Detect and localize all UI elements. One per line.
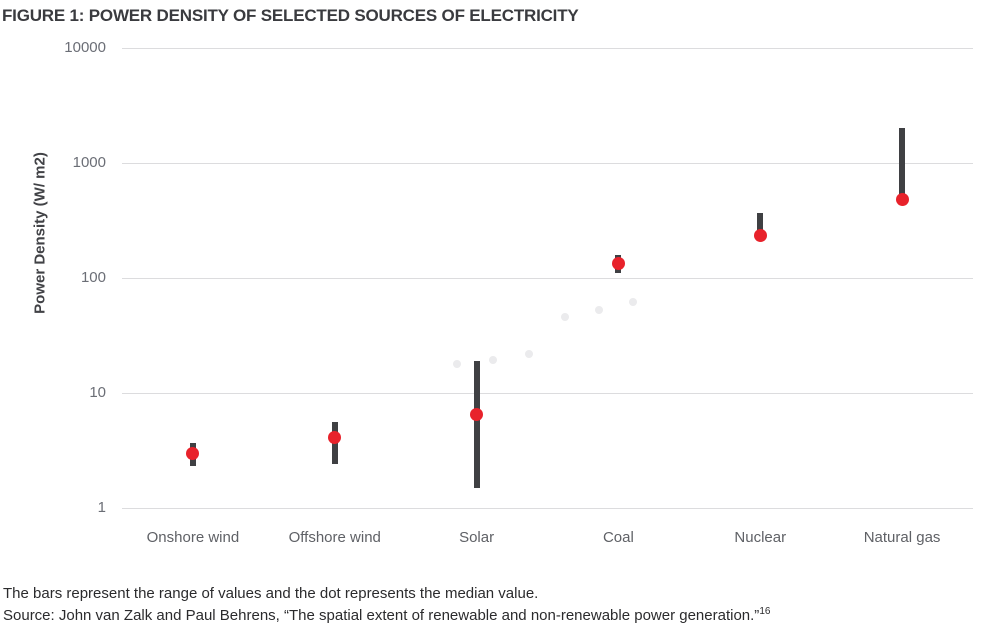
category-label: Solar [459, 529, 495, 546]
y-tick-label: 1 [97, 499, 106, 516]
category-label: Nuclear [734, 529, 787, 546]
y-tick-label: 10 [89, 384, 106, 401]
y-gridline [122, 507, 973, 509]
range-bar [473, 360, 480, 488]
median-dot [753, 228, 767, 242]
category-label: Natural gas [863, 529, 941, 546]
median-dot [895, 193, 909, 207]
footnote-source: Source: John van Zalk and Paul Behrens, … [3, 605, 770, 627]
footnote-reference-number: 16 [759, 606, 771, 617]
faint-data-point [560, 312, 569, 321]
category-label: Onshore wind [146, 529, 240, 546]
y-tick-label: 100 [80, 269, 106, 286]
category-label: Offshore wind [288, 529, 381, 546]
y-tick-label: 1000 [72, 154, 106, 171]
median-dot [328, 431, 342, 445]
y-tick-label: 10000 [64, 39, 106, 56]
median-dot [186, 446, 200, 460]
range-bar [757, 213, 764, 238]
category-label: Coal [602, 529, 634, 546]
y-gridline [122, 277, 973, 279]
footnote-legend: The bars represent the range of values a… [3, 585, 539, 602]
y-gridline [122, 162, 973, 164]
figure-title: FIGURE 1: POWER DENSITY OF SELECTED SOUR… [2, 6, 579, 25]
y-gridline [122, 47, 973, 49]
footnotes: The bars represent the range of values a… [3, 583, 770, 627]
median-dot [470, 408, 484, 421]
median-dot [611, 256, 625, 270]
faint-data-point [524, 349, 533, 358]
faint-data-point [489, 355, 498, 364]
range-bar [899, 128, 906, 200]
faint-data-point [453, 359, 462, 368]
faint-data-point [629, 297, 638, 306]
footnote-source-text: Source: John van Zalk and Paul Behrens, … [3, 607, 760, 624]
faint-data-point [594, 305, 603, 314]
y-gridline [122, 392, 973, 394]
